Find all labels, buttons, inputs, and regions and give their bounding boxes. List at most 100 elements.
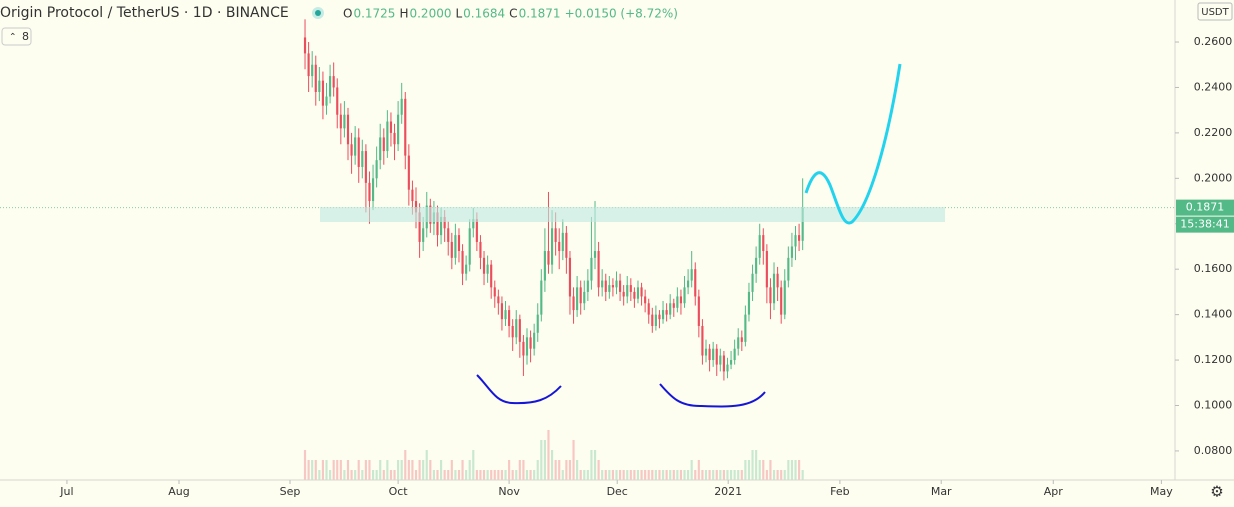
- candle-body: [465, 264, 468, 274]
- last-price-label: 0.1871: [1186, 201, 1225, 214]
- volume-bar: [554, 460, 557, 480]
- candle-body: [554, 228, 557, 242]
- volume-bar: [755, 450, 758, 480]
- volume-bar: [497, 470, 500, 480]
- currency-box[interactable]: [1197, 2, 1233, 21]
- candle-body: [357, 137, 360, 167]
- volume-bar: [354, 470, 357, 480]
- candle-body: [651, 314, 654, 326]
- candle-body: [672, 303, 675, 308]
- candle-body: [608, 285, 611, 292]
- countdown: 15:38:41: [1180, 218, 1229, 231]
- candle-body: [543, 251, 546, 281]
- volume-bar: [343, 470, 346, 480]
- settings-icon[interactable]: ⚙: [1210, 483, 1223, 501]
- x-tick-label: Dec: [607, 485, 628, 498]
- volume-bar: [694, 470, 697, 480]
- candle-body: [454, 235, 457, 258]
- candle-body: [346, 114, 350, 145]
- x-tick-label: Apr: [1044, 485, 1064, 498]
- volume-bar: [436, 470, 439, 480]
- volume-bar: [615, 470, 618, 480]
- volume-bar: [540, 440, 543, 480]
- volume-bar: [361, 470, 364, 480]
- indicator-toggle[interactable]: [1, 27, 32, 46]
- candle-body: [801, 207, 804, 241]
- volume-bar: [443, 470, 446, 480]
- volume-bar: [676, 470, 679, 480]
- candle-body: [704, 348, 708, 356]
- volume-bar: [414, 470, 418, 480]
- candle-body: [318, 80, 321, 93]
- volume-bar: [583, 470, 586, 480]
- volume-bar: [475, 470, 478, 480]
- volume-bar: [500, 470, 504, 480]
- legend-change: +0.0150 (+8.72%): [565, 7, 678, 21]
- volume-bar: [504, 470, 507, 480]
- candle-body: [640, 287, 643, 297]
- volume-bar: [669, 470, 672, 480]
- x-tick-label: Nov: [498, 485, 520, 498]
- candle-body: [379, 137, 382, 161]
- y-tick-label: 0.1400: [1194, 308, 1233, 321]
- candle-body: [371, 178, 375, 202]
- candle-body: [329, 76, 332, 97]
- candle-body: [765, 251, 768, 288]
- volume-bar: [622, 470, 625, 480]
- volume-bar: [658, 470, 661, 480]
- x-tick-label: May: [1150, 485, 1173, 498]
- volume-bar: [604, 470, 607, 480]
- candle-body: [622, 291, 625, 297]
- volume-bar: [518, 460, 521, 480]
- volume-bar: [307, 460, 310, 480]
- candle-body: [561, 232, 564, 252]
- candle-body: [776, 273, 779, 288]
- candle-body: [658, 314, 661, 320]
- candle-body: [479, 241, 482, 258]
- candle-body: [314, 64, 317, 93]
- candle-body: [712, 348, 715, 361]
- candle-body: [375, 160, 378, 179]
- x-tick-label: Jul: [59, 485, 73, 498]
- volume-bar: [407, 460, 410, 480]
- volume-bar: [722, 470, 725, 480]
- volume-bar: [533, 470, 536, 480]
- candle-body: [303, 37, 307, 54]
- volume-bar: [683, 470, 686, 480]
- candle-body: [758, 235, 761, 258]
- candle-body: [772, 273, 776, 304]
- candle-body: [382, 137, 385, 152]
- candle-body: [457, 235, 461, 252]
- candle-body: [780, 287, 783, 315]
- plot-layer: [0, 19, 1175, 381]
- volume-bar: [729, 470, 733, 480]
- candle-body: [443, 216, 446, 229]
- volume-bar: [687, 470, 690, 480]
- candle-body: [547, 251, 550, 265]
- volume-bar: [422, 460, 425, 480]
- volume-bar: [346, 460, 350, 480]
- candle-body: [654, 314, 657, 326]
- candle-body: [533, 332, 536, 349]
- candle-body: [572, 296, 575, 311]
- volume-bar: [701, 470, 704, 480]
- y-tick-label: 0.2600: [1194, 35, 1233, 48]
- volume-bar: [697, 460, 700, 480]
- volume-bar: [629, 470, 632, 480]
- volume-bar: [798, 460, 801, 480]
- volume-bar: [379, 460, 382, 480]
- volume-bar: [601, 470, 604, 480]
- candle-body: [386, 121, 389, 152]
- candle-body: [769, 287, 772, 304]
- candle-body: [726, 364, 729, 372]
- volume-bar: [382, 470, 385, 480]
- volume-bar: [493, 470, 496, 480]
- volume-bar: [536, 460, 539, 480]
- candle-body: [565, 232, 568, 258]
- volume-bar: [457, 470, 461, 480]
- candle-body: [701, 325, 704, 356]
- legend-value: 0.1684: [463, 7, 505, 21]
- volume-bar: [397, 460, 400, 480]
- volume-layer: [303, 430, 804, 480]
